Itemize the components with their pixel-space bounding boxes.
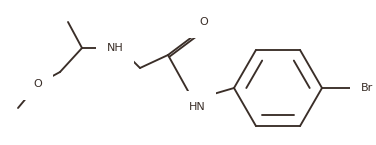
- Text: NH: NH: [107, 43, 123, 53]
- Text: O: O: [200, 17, 208, 27]
- Text: HN: HN: [189, 102, 205, 112]
- Text: O: O: [33, 79, 42, 89]
- Text: Br: Br: [361, 83, 373, 93]
